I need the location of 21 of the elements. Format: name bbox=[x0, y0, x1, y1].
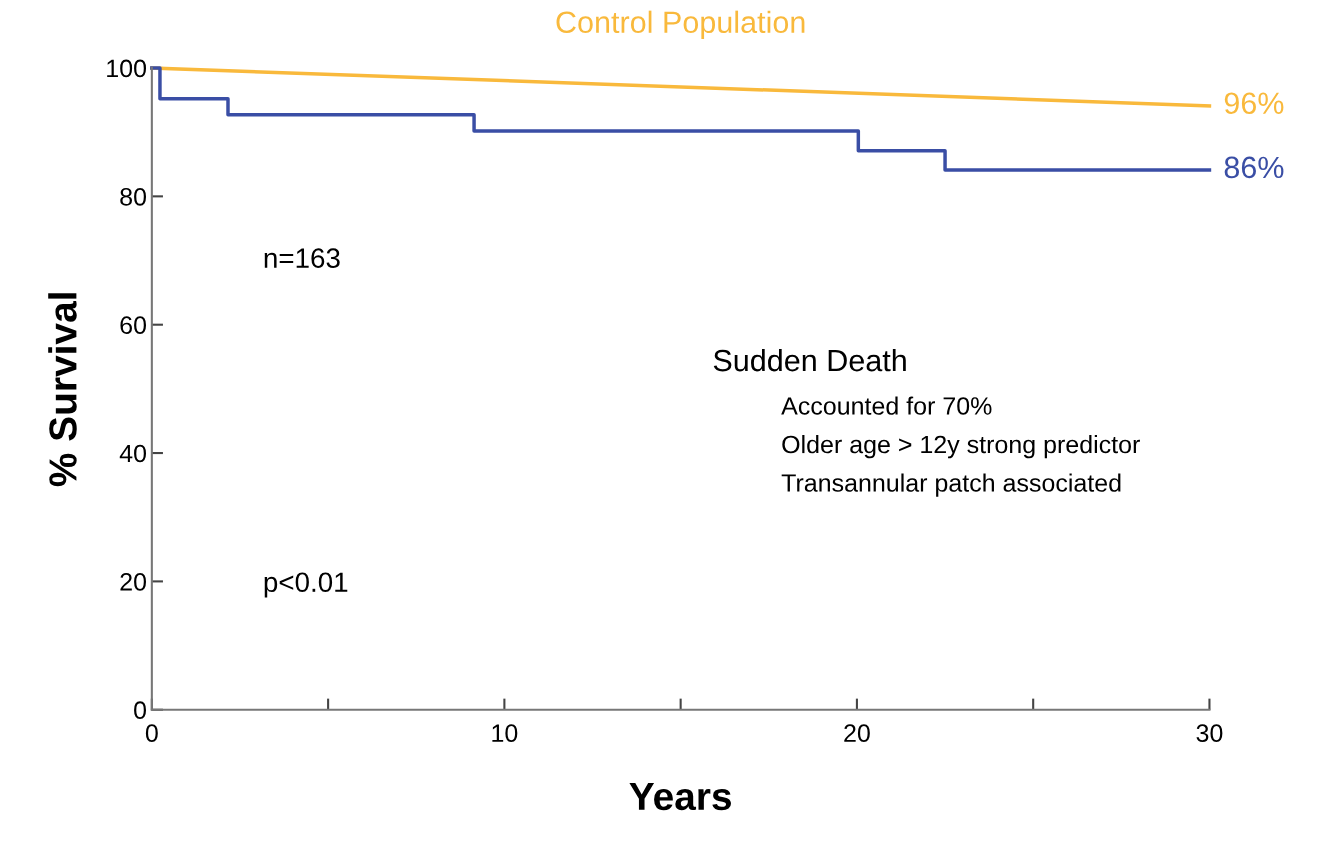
text: 86% bbox=[1224, 156, 1284, 179]
x-axis-title: Years bbox=[629, 783, 731, 811]
annotation: Accounted for 70% bbox=[781, 396, 992, 415]
y-tick-label: 80 bbox=[120, 187, 147, 206]
x-tick-label: 10 bbox=[492, 724, 518, 742]
x-tick-label: 0 bbox=[145, 724, 158, 742]
y-axis-title: % Survival bbox=[48, 293, 77, 487]
annotation: n=163 bbox=[264, 248, 340, 268]
series-label: Control Population bbox=[556, 10, 805, 40]
annotation: Older age > 12y strong predictor bbox=[782, 434, 1140, 459]
y-tick-label: 60 bbox=[120, 316, 147, 334]
y-tick-label: 20 bbox=[120, 573, 147, 591]
annotation: p<0.01 bbox=[264, 572, 348, 598]
text: 96% bbox=[1224, 92, 1284, 115]
x-tick-label: 20 bbox=[844, 724, 870, 742]
y-tick-label: 100 bbox=[107, 59, 147, 78]
y-tick-label: 0 bbox=[134, 701, 147, 720]
annotation: Transannular patch associated bbox=[781, 473, 1121, 497]
y-tick-label: 40 bbox=[119, 444, 147, 463]
annotation: Sudden Death bbox=[713, 348, 906, 372]
x-tick-label: 30 bbox=[1196, 724, 1223, 742]
